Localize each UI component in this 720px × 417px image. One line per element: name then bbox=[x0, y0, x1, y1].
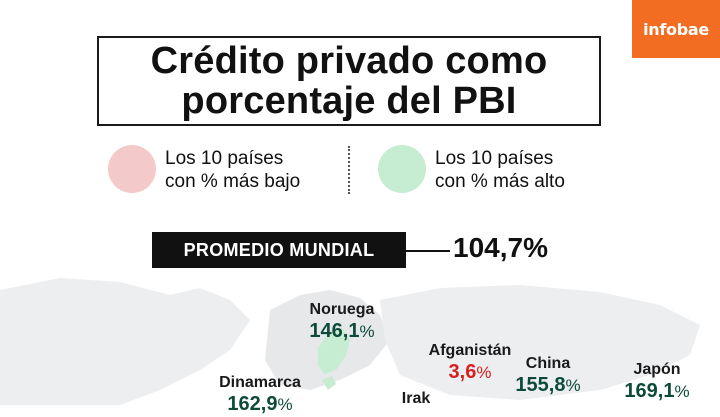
country-name: China bbox=[525, 355, 571, 372]
country-label-irak: Irak bbox=[392, 389, 440, 408]
country-value: 146,1% bbox=[296, 319, 388, 344]
country-label-dinamarca: Dinamarca 162,9% bbox=[210, 373, 310, 417]
legend-high-line-2: con % más alto bbox=[435, 171, 565, 192]
legend-low-line-1: Los 10 países bbox=[165, 148, 284, 169]
map-land-asia bbox=[380, 285, 700, 400]
legend-separator bbox=[348, 146, 350, 194]
value-unit: % bbox=[674, 382, 690, 401]
country-value: 3,6% bbox=[418, 360, 522, 385]
country-name: Japón bbox=[633, 361, 681, 378]
legend-low-dot bbox=[108, 145, 156, 193]
legend-low-line-2: con % más bajo bbox=[165, 171, 301, 192]
country-value: 169,1% bbox=[612, 379, 702, 404]
value-number: 3,6 bbox=[448, 361, 477, 383]
value-unit: % bbox=[476, 363, 492, 382]
legend-high-text: Los 10 países con % más alto bbox=[435, 147, 565, 193]
average-label: PROMEDIO MUNDIAL bbox=[152, 232, 406, 268]
country-label-noruega: Noruega 146,1% bbox=[296, 300, 388, 344]
title-line-1: Crédito privado como bbox=[150, 40, 548, 82]
value-number: 162,9 bbox=[227, 393, 278, 415]
country-label-china: China 155,8% bbox=[505, 354, 591, 398]
value-number: 155,8 bbox=[515, 374, 566, 396]
map-highlight-norway bbox=[318, 328, 350, 374]
value-number: 146,1 bbox=[309, 320, 360, 342]
title-box: Crédito privado como porcentaje del PBI bbox=[97, 36, 601, 126]
infobae-logo: infobae bbox=[632, 0, 720, 58]
map-highlight-denmark bbox=[322, 376, 336, 390]
legend-high-dot bbox=[378, 145, 426, 193]
country-label-afganistan: Afganistán 3,6% bbox=[418, 341, 522, 385]
world-map bbox=[0, 278, 700, 405]
title-line-2: porcentaje del PBI bbox=[181, 80, 517, 122]
country-name: Irak bbox=[401, 390, 431, 407]
legend-high-line-1: Los 10 países bbox=[435, 148, 554, 169]
country-name: Afganistán bbox=[428, 342, 512, 359]
country-label-japon: Japón 169,1% bbox=[612, 360, 702, 404]
average-connector bbox=[404, 250, 450, 252]
country-name: Noruega bbox=[309, 301, 375, 318]
average-value: 104,7% bbox=[453, 232, 548, 263]
country-value: 155,8% bbox=[505, 373, 591, 398]
legend-low-text: Los 10 países con % más bajo bbox=[165, 147, 300, 193]
map-land-americas bbox=[0, 278, 250, 405]
country-name: Dinamarca bbox=[219, 374, 301, 391]
value-unit: % bbox=[565, 376, 581, 395]
value-number: 169,1 bbox=[624, 380, 675, 402]
value-unit: % bbox=[359, 322, 375, 341]
